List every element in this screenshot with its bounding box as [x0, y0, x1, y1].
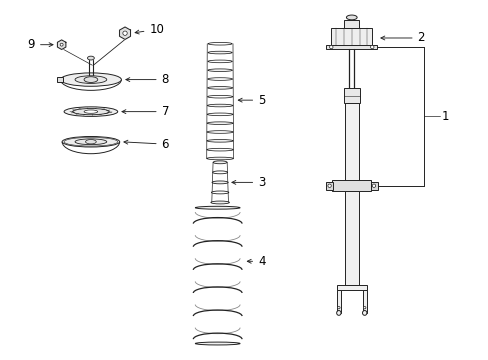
Text: 4: 4 [247, 255, 265, 268]
Ellipse shape [206, 140, 233, 142]
Ellipse shape [346, 15, 356, 20]
Bar [362, 290, 366, 313]
Ellipse shape [212, 171, 227, 174]
Bar [344, 103, 358, 190]
Ellipse shape [206, 157, 233, 160]
Ellipse shape [212, 181, 228, 184]
Ellipse shape [62, 136, 120, 147]
Ellipse shape [75, 76, 106, 84]
Bar [330, 28, 371, 46]
Text: 9: 9 [27, 38, 53, 51]
Text: 10: 10 [135, 23, 164, 36]
Ellipse shape [362, 311, 366, 315]
Ellipse shape [207, 60, 232, 63]
Ellipse shape [207, 86, 232, 89]
Bar [326, 45, 376, 49]
Bar [57, 77, 63, 82]
Text: 3: 3 [231, 176, 265, 189]
Text: 6: 6 [123, 138, 169, 150]
Ellipse shape [206, 131, 233, 133]
Bar [336, 290, 340, 313]
Bar [344, 191, 358, 285]
Polygon shape [119, 27, 130, 40]
Ellipse shape [208, 42, 232, 45]
Ellipse shape [210, 201, 229, 204]
Bar [326, 182, 332, 190]
Ellipse shape [363, 306, 365, 309]
Ellipse shape [329, 45, 332, 49]
Ellipse shape [207, 122, 233, 125]
Ellipse shape [207, 95, 232, 98]
Ellipse shape [87, 56, 94, 60]
Ellipse shape [73, 108, 109, 115]
Ellipse shape [206, 148, 233, 151]
Bar [336, 285, 366, 290]
Ellipse shape [195, 342, 240, 345]
Text: 1: 1 [441, 110, 448, 123]
Bar [331, 180, 370, 191]
Ellipse shape [207, 104, 232, 107]
Ellipse shape [211, 191, 228, 194]
Ellipse shape [371, 184, 375, 188]
Ellipse shape [336, 311, 340, 315]
Polygon shape [57, 40, 66, 49]
Ellipse shape [213, 161, 226, 164]
Ellipse shape [60, 43, 63, 46]
Bar [344, 20, 358, 28]
Ellipse shape [61, 73, 121, 86]
Ellipse shape [337, 306, 339, 309]
Ellipse shape [207, 113, 232, 116]
Text: 8: 8 [125, 73, 169, 86]
Text: 2: 2 [380, 31, 424, 45]
Ellipse shape [207, 78, 232, 80]
Ellipse shape [327, 184, 330, 188]
Ellipse shape [370, 45, 373, 49]
Ellipse shape [195, 206, 240, 209]
Ellipse shape [85, 140, 96, 144]
Ellipse shape [122, 31, 127, 35]
Bar [343, 88, 359, 103]
Ellipse shape [207, 51, 232, 54]
Ellipse shape [84, 110, 98, 113]
Ellipse shape [207, 69, 232, 72]
Text: 5: 5 [238, 94, 265, 107]
Text: 7: 7 [122, 105, 169, 118]
Bar [370, 182, 377, 190]
Ellipse shape [64, 107, 118, 116]
Ellipse shape [75, 139, 106, 145]
Ellipse shape [84, 77, 98, 82]
